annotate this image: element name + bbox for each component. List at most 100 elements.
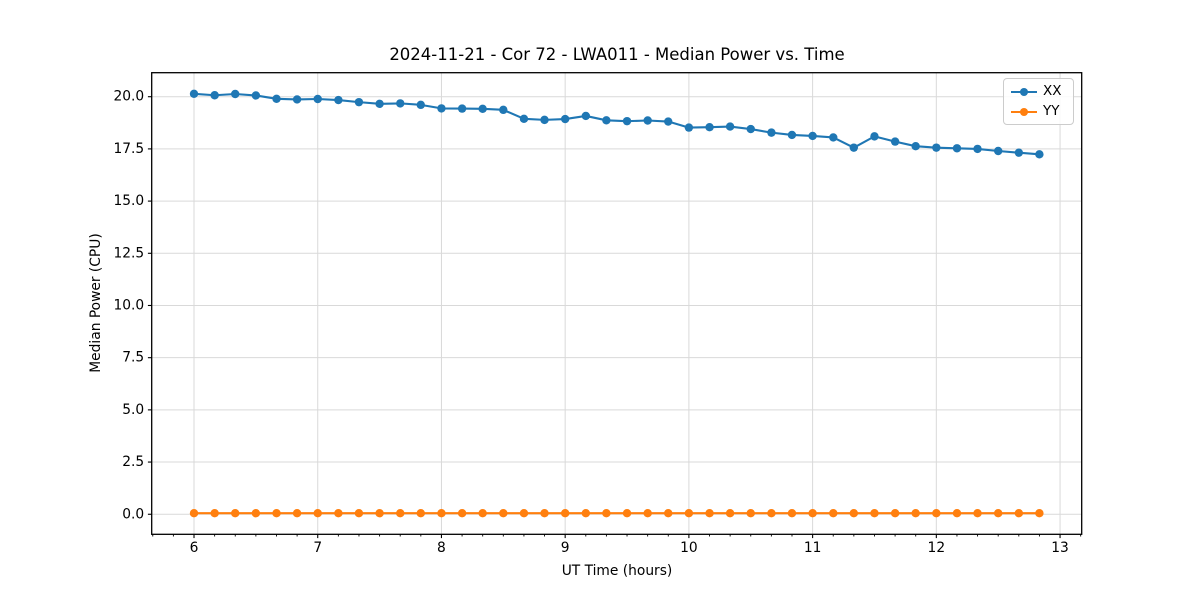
data-point-marker [767, 509, 776, 518]
y-tick-label: 7.5 [122, 350, 144, 366]
chart-title: 2024-11-21 - Cor 72 - LWA011 - Median Po… [389, 45, 845, 64]
data-point-marker [767, 128, 776, 137]
data-point-marker [1014, 509, 1024, 518]
data-point-marker [602, 116, 611, 125]
yy-line-sample-icon [1011, 107, 1037, 116]
data-point-marker [251, 509, 261, 518]
data-point-marker [292, 95, 302, 104]
data-point-marker [313, 94, 322, 104]
data-point-marker [890, 137, 900, 146]
legend-entry-xx: XX [1011, 83, 1066, 100]
data-point-marker [725, 509, 735, 518]
y-tick-label: 5.0 [122, 402, 144, 418]
data-point-marker [437, 104, 446, 113]
data-point-marker [808, 131, 817, 141]
legend-label-xx: XX [1043, 82, 1062, 99]
legend: XX YY [1003, 78, 1074, 125]
data-point-marker [829, 509, 838, 518]
data-point-marker [973, 144, 982, 154]
data-point-marker [292, 509, 302, 518]
data-point-marker [725, 122, 735, 131]
x-axis-label: UT Time (hours) [561, 563, 673, 579]
data-point-marker [664, 509, 673, 518]
data-point-marker [210, 509, 219, 518]
data-point-marker [829, 133, 838, 142]
data-point-marker [437, 509, 446, 518]
data-point-marker [993, 146, 1003, 156]
x-tick-label: 7 [313, 540, 322, 556]
data-point-marker [993, 509, 1003, 518]
data-point-marker [643, 509, 652, 518]
data-point-marker [849, 143, 859, 152]
data-point-marker [334, 95, 343, 105]
yy-series [189, 509, 1044, 518]
data-point-marker [478, 104, 487, 114]
grid [151, 72, 1082, 535]
data-point-marker [416, 509, 425, 518]
y-tick-label: 12.5 [113, 245, 144, 261]
data-point-marker [622, 116, 632, 126]
data-point-marker [705, 509, 714, 518]
data-point-marker [643, 116, 652, 125]
data-point-marker [457, 509, 467, 518]
xx-line-sample-icon [1011, 87, 1037, 96]
data-point-marker [251, 91, 261, 100]
data-point-marker [560, 509, 570, 518]
plot-border [151, 72, 1083, 535]
data-point-marker [375, 99, 384, 109]
data-point-marker [746, 509, 755, 518]
legend-entry-yy: YY [1011, 103, 1066, 120]
data-point-marker [560, 114, 570, 124]
data-point-marker [540, 115, 549, 125]
data-point-marker [911, 509, 920, 518]
y-tick-label: 20.0 [113, 89, 144, 105]
y-tick-label: 10.0 [113, 297, 144, 313]
x-tick-label: 13 [1051, 540, 1069, 556]
data-point-marker [870, 509, 879, 518]
y-tick-label: 0.0 [122, 506, 144, 522]
data-point-marker [231, 509, 240, 518]
x-tick-label: 10 [680, 540, 698, 556]
data-point-marker [354, 97, 364, 107]
data-point-marker [684, 509, 694, 518]
data-point-marker [684, 123, 694, 132]
data-point-marker [705, 122, 714, 132]
data-point-marker [932, 143, 941, 152]
data-point-marker [1035, 150, 1044, 159]
y-axis-ticks: 0.0 2.5 5.0 7.5 10.0 12.5 15.0 17.5 20.0 [113, 89, 152, 522]
y-tick-label: 2.5 [122, 454, 144, 470]
data-point-marker [746, 124, 755, 134]
data-point-marker [602, 509, 611, 518]
data-point-marker [519, 509, 529, 518]
y-tick-label: 17.5 [113, 141, 144, 157]
data-point-marker [540, 509, 549, 518]
data-point-marker [416, 100, 425, 110]
data-point-marker [952, 509, 962, 518]
data-point-marker [849, 509, 859, 518]
data-point-marker [519, 114, 529, 124]
x-tick-label: 8 [437, 540, 446, 556]
data-point-marker [396, 99, 405, 108]
data-point-marker [272, 94, 281, 104]
data-point-marker [870, 132, 879, 141]
data-point-marker [396, 509, 405, 518]
data-point-marker [272, 509, 281, 518]
legend-label-yy: YY [1043, 102, 1060, 119]
x-axis-ticks: 6 7 8 9 10 11 12 13 [190, 534, 1069, 556]
x-tick-label: 11 [804, 540, 822, 556]
data-point-marker [787, 130, 797, 140]
data-point-marker [787, 509, 797, 518]
data-point-marker [890, 509, 900, 518]
data-point-marker [313, 509, 322, 518]
xx-series [189, 89, 1044, 159]
data-point-marker [478, 509, 487, 518]
data-point-marker [354, 509, 364, 518]
data-point-marker [499, 509, 508, 518]
data-point-marker [1035, 509, 1044, 518]
data-point-marker [664, 117, 673, 126]
data-point-marker [581, 509, 591, 518]
y-axis-label: Median Power (CPU) [88, 233, 104, 373]
y-tick-label: 15.0 [113, 193, 144, 209]
x-tick-label: 9 [561, 540, 570, 556]
